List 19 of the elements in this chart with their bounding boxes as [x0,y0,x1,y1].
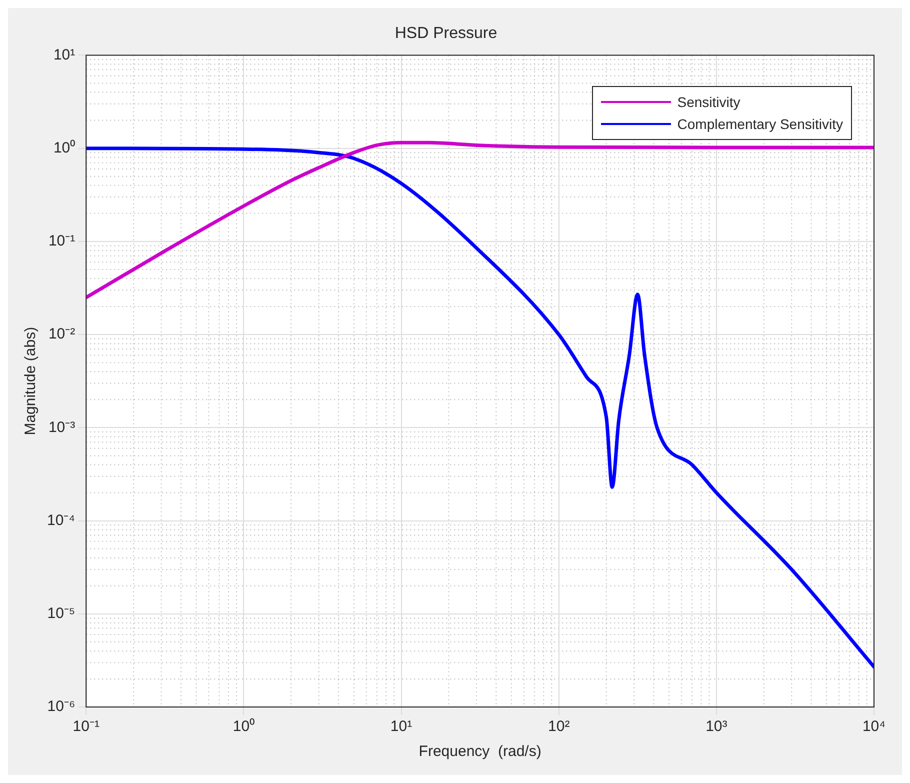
y-tick-label: 10⁻² [48,326,76,343]
x-axis-title: Frequency (rad/s) [418,743,542,760]
x-tick-label: 10³ [706,718,728,736]
y-tick-label: 10⁻⁶ [47,698,76,716]
y-tick-label: 10⁻⁴ [46,512,76,529]
x-tick-label: 10⁰ [232,718,255,736]
legend-label: Sensitivity [677,93,740,112]
x-tick-label: 10¹ [390,718,412,736]
y-axis-title: Magnitude (abs) [22,326,40,436]
legend-label: Complementary Sensitivity [677,115,843,134]
y-tick-label: 10⁻³ [48,418,76,436]
x-tick-label: 10⁴ [862,718,886,736]
chart-title: HSD Pressure [394,25,498,42]
x-tick-label: 10⁻¹ [72,718,100,736]
y-tick-label: 10¹ [53,46,76,64]
y-tick-label: 10⁻⁵ [47,605,76,622]
y-tick-label: 10⁰ [53,139,76,156]
x-tick-label: 10² [548,718,570,736]
y-tick-label: 10⁻¹ [48,232,76,250]
